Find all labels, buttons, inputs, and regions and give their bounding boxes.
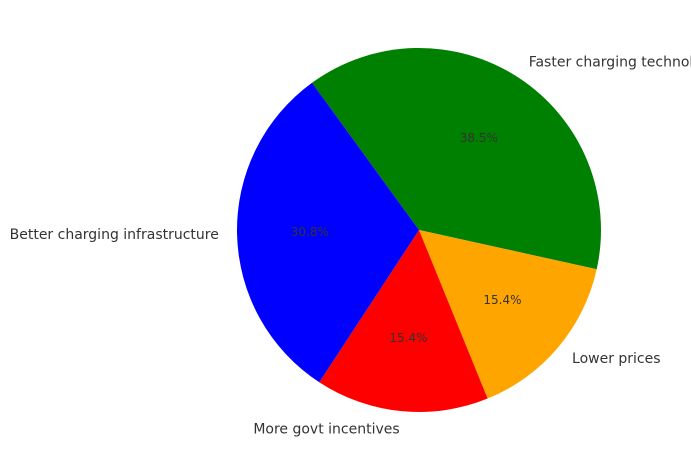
category-labels: Faster charging technology Lower prices Mo… — [10, 55, 691, 438]
category-label-better-charging-infrastructure: Better charging infrastructure — [10, 227, 219, 243]
pie-slice-lower-prices — [419, 230, 597, 399]
pie-slice-better-charging-infrastructure — [236, 82, 419, 383]
percent-label-more-govt-incentives: 15.4% — [389, 331, 427, 345]
category-label-more-govt-incentives: More govt incentives — [253, 421, 399, 437]
pie-slice-faster-charging-technology — [312, 48, 601, 270]
percent-labels: 38.5% 15.4% 15.4% 30.8% — [291, 131, 522, 345]
category-label-lower-prices: Lower prices — [572, 351, 661, 367]
category-label-faster-charging-technology: Faster charging technology — [529, 55, 691, 71]
percent-label-lower-prices: 15.4% — [483, 293, 521, 307]
percent-label-faster-charging-technology: 38.5% — [460, 131, 498, 145]
pie-slice-more-govt-incentives — [319, 230, 488, 412]
percent-label-better-charging-infrastructure: 30.8% — [291, 225, 329, 239]
pie-slices — [236, 48, 601, 412]
